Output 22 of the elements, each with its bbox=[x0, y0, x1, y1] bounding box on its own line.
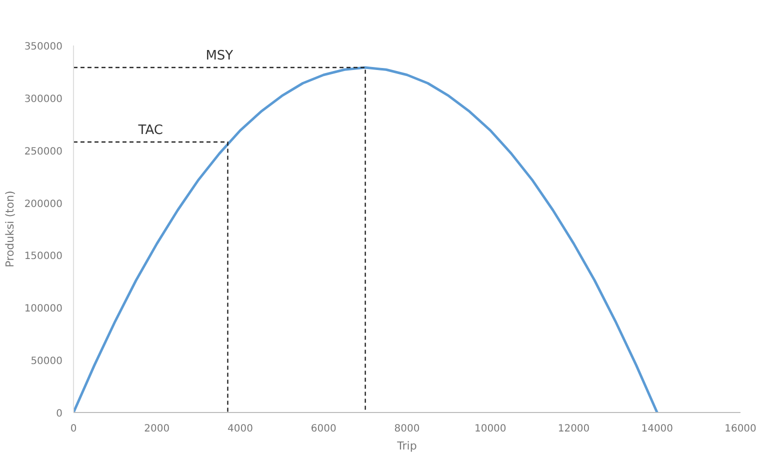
annotation: MSY bbox=[206, 48, 234, 64]
x-tick-label: 10000 bbox=[474, 424, 506, 434]
annotation: TAC bbox=[137, 122, 163, 138]
x-tick-label: 14000 bbox=[641, 424, 674, 434]
y-tick-label: 200000 bbox=[24, 198, 63, 210]
x-tick-label: 8000 bbox=[394, 424, 420, 434]
x-tick-label: 16000 bbox=[724, 424, 756, 434]
x-tick-label: 12000 bbox=[558, 424, 590, 434]
y-tick-label: 250000 bbox=[24, 146, 63, 158]
x-tick-label: 6000 bbox=[310, 424, 336, 434]
y-tick-label: 50000 bbox=[30, 356, 62, 368]
y-tick-label: 300000 bbox=[24, 94, 63, 105]
x-tick-label: 2000 bbox=[144, 424, 170, 434]
y-tick-label: 0 bbox=[56, 408, 63, 420]
y-tick-label: 350000 bbox=[24, 42, 63, 52]
x-axis-title: Trip bbox=[396, 440, 417, 452]
x-tick-label: 0 bbox=[70, 424, 77, 434]
x-tick-label: 4000 bbox=[228, 424, 253, 434]
y-tick-label: 150000 bbox=[24, 251, 63, 262]
y-axis-title: Produksi (ton) bbox=[3, 190, 16, 268]
y-tick-label: 100000 bbox=[24, 304, 63, 315]
line-series bbox=[74, 66, 658, 412]
